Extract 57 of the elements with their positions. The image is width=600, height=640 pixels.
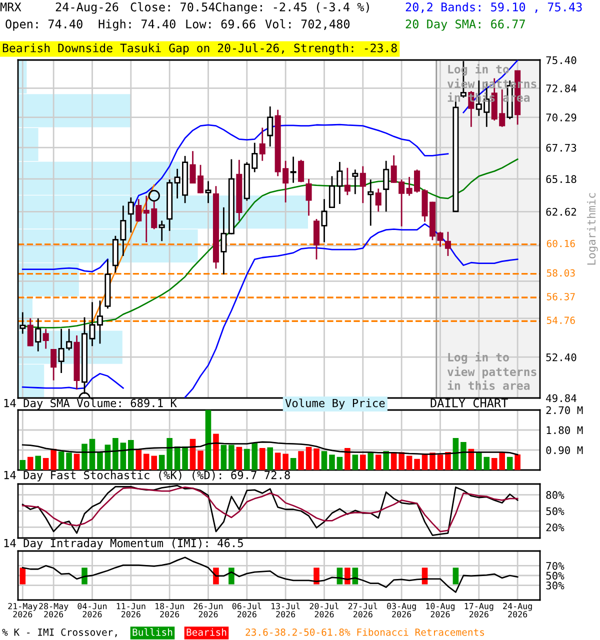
y-tick-label: 70% [546, 562, 564, 570]
x-tick-label: 18-Jun 2026 [156, 602, 184, 618]
chart-title: 14 Day Fast Stochastic (%K) (%D): 69.7 72.8 [4, 470, 290, 482]
text: DAILY CHART [430, 398, 508, 408]
y-tick-label: 75.40 [546, 56, 576, 64]
chart-title: 14 Day Intraday Momentum (IMI): 46.5 [4, 538, 243, 550]
y-tick-label: 2.70 M [546, 406, 583, 414]
y-tick-label: 65.18 [546, 175, 576, 184]
x-tick-label: 28-May 2026 [39, 602, 68, 618]
ref-line-label: 60.16 [546, 240, 575, 248]
text: Vol: 702,480 [265, 19, 350, 30]
y-tick-label: 0.90 M [546, 446, 583, 454]
x-tick-label: 06-Jul 2026 [232, 602, 262, 618]
x-tick-label: 13-Jul 2026 [272, 602, 300, 618]
y-tick-label: 70.29 [546, 114, 576, 122]
ref-line-label: 58.03 [546, 269, 575, 277]
text: 23.6-38.2-50-61.8% Fibonacci Retracements [246, 628, 484, 636]
x-tick-label: 27-Jul 2026 [348, 602, 378, 618]
y-tick-label: 50% [546, 572, 564, 580]
x-tick-label: 26-Jun 2026 [194, 602, 223, 618]
y-tick-label: 52.40 [546, 353, 576, 362]
text: 20 Day SMA: 66.77 [406, 20, 525, 31]
ref-line-label: 56.37 [546, 292, 575, 300]
y-tick-label: 49.84 [546, 394, 576, 402]
text: High: 74.40 [98, 19, 176, 31]
y-tick-label: 1.80 M [546, 426, 583, 434]
ref-line-label: 54.76 [546, 316, 575, 324]
y-tick-label: 20% [546, 523, 564, 532]
text: Open: 74.40 [6, 20, 82, 31]
text: Low: 69.66 [186, 20, 256, 28]
x-tick-label: 20-Jul 2026 [310, 602, 338, 618]
y-tick-label: 72.84 [546, 84, 576, 92]
y-tick-label: 30% [546, 582, 564, 590]
x-tick-label: 21-May 2026 [8, 602, 38, 618]
text: Close: 70.54 [130, 2, 215, 12]
text: Volume By Price [285, 398, 385, 410]
text: Bearish [186, 628, 226, 636]
text: Bearish Downside Tasuki Gap on 20-Jul-26, Strength: -23.8 [2, 43, 397, 55]
x-tick-label: 04-Jun 2026 [78, 602, 107, 618]
x-tick-label: 10-Aug 2026 [426, 602, 455, 618]
annotation: Log in to view patterns in this area [447, 352, 536, 390]
y-tick-label: 80% [546, 491, 564, 499]
text: 20,2 Bands: 59.10 , 75.43 [406, 2, 582, 13]
y-axis-title: Logarithmic [586, 193, 598, 265]
x-tick-label: 17-Aug 2026 [464, 603, 494, 618]
x-tick-label: 03-Aug 2026 [387, 602, 416, 618]
chart-title: 14 Day SMA Volume: 689.1 K [4, 398, 177, 410]
y-tick-label: 50% [546, 507, 564, 516]
y-tick-label: 62.62 [546, 208, 576, 216]
text: Change: -2.45 (-3.4 %) [216, 2, 369, 14]
text: 24-Aug-26 [56, 2, 118, 14]
y-tick-label: 67.73 [546, 144, 576, 152]
text: Bullish [132, 628, 172, 636]
text: MRX [0, 2, 22, 12]
text: % K - IMI Crossover, [2, 628, 117, 638]
x-tick-label: 24-Aug 2026 [503, 602, 532, 618]
x-tick-label: 11-Jun 2026 [116, 603, 146, 618]
